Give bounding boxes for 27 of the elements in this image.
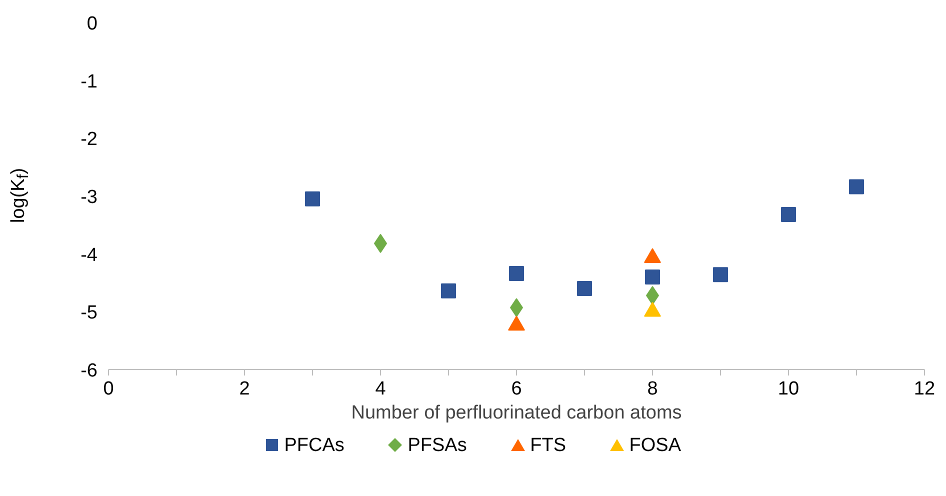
x-tick-label: 4 (375, 378, 386, 400)
point (849, 179, 864, 194)
point (305, 191, 320, 206)
legend-label: FOSA (628, 435, 682, 456)
point (713, 267, 728, 282)
point (441, 283, 456, 298)
point (577, 281, 592, 296)
y-tick-label: -5 (80, 302, 98, 324)
legend-label: PFSAs (406, 435, 467, 456)
x-tick-label: 6 (511, 378, 522, 400)
point (781, 207, 796, 222)
y-tick-label: -2 (80, 129, 98, 150)
legend-label: FTS (529, 435, 566, 456)
y-tick-label: 0 (86, 14, 98, 34)
x-tick-label: 10 (778, 378, 800, 400)
x-tick-label: 2 (239, 378, 250, 400)
y-tick-label: -4 (80, 244, 98, 266)
x-tick-label: 8 (647, 378, 658, 400)
y-tick-label: -1 (80, 71, 98, 92)
x-tick-label: 12 (914, 378, 936, 400)
y-tick-label: -3 (80, 187, 98, 208)
x-tick-label: 0 (103, 378, 114, 400)
x-axis-title: Number of perfluorinated carbon atoms (351, 402, 682, 424)
point (509, 266, 524, 281)
point (645, 269, 660, 284)
y-tick-label: -6 (80, 360, 98, 382)
legend-label: PFCAs (283, 435, 344, 456)
